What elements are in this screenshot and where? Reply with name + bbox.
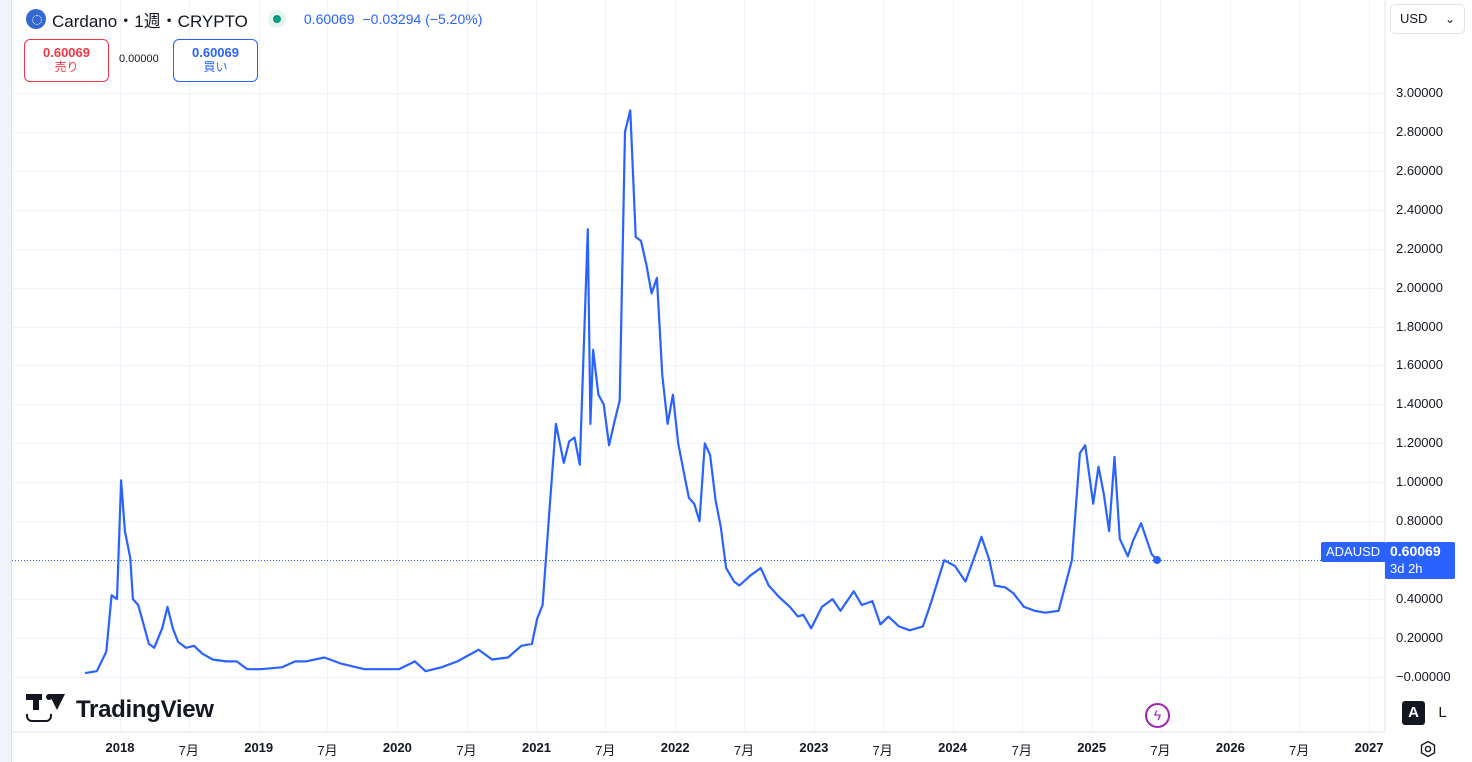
last-price-badge-value: 0.60069 [1390, 543, 1441, 559]
bar-countdown: 3d 2h [1390, 561, 1423, 576]
buy-price: 0.60069 [192, 45, 239, 60]
spread-value: 0.00000 [119, 53, 159, 65]
y-tick-label: 2.60000 [1396, 162, 1443, 178]
chevron-down-icon: ⌄ [1444, 12, 1455, 26]
last-price-badge: 0.60069 3d 2h [1385, 542, 1455, 579]
x-tick-label: 2018 [105, 740, 135, 755]
x-tick-label: 2024 [938, 740, 968, 755]
y-tick-label: 1.60000 [1396, 357, 1443, 373]
tradingview-watermark[interactable]: TradingView [26, 692, 214, 728]
x-tick-label: 2021 [522, 740, 551, 755]
x-tick-label: 7月 [1289, 743, 1310, 758]
series-line-adausd[interactable] [84, 109, 1158, 675]
x-tick-label: 2025 [1077, 740, 1107, 755]
sell-price: 0.60069 [43, 45, 90, 60]
cardano-logo-icon [26, 9, 46, 29]
y-tick-label: 1.40000 [1396, 396, 1443, 412]
currency-label: USD [1400, 11, 1428, 26]
x-tick-label: 2027 [1354, 740, 1384, 755]
symbol-title[interactable]: Cardano・1週・CRYPTO [52, 11, 248, 31]
tradingview-logo-icon [26, 692, 68, 728]
settings-icon[interactable] [1419, 740, 1437, 758]
y-tick-label: 2.40000 [1396, 201, 1443, 217]
chart-grid [12, 0, 1385, 732]
flash-icon[interactable]: ϟ [1145, 703, 1170, 728]
left-panel-edge [0, 0, 12, 762]
x-tick-label: 7月 [456, 743, 477, 758]
tradingview-wordmark: TradingView [76, 696, 214, 723]
y-tick-label: 1.00000 [1396, 474, 1443, 490]
x-tick-label: 7月 [1011, 743, 1032, 758]
x-tick-label: 7月 [733, 743, 755, 758]
x-tick-label: 7月 [317, 743, 338, 758]
y-tick-label: 0.80000 [1396, 513, 1443, 529]
header-last-price: 0.60069 [303, 11, 355, 27]
y-tick-label: 1.80000 [1396, 318, 1443, 334]
x-tick-label: 2023 [799, 740, 829, 755]
currency-select[interactable]: USD ⌄ [1390, 4, 1465, 34]
buy-button[interactable]: 0.60069 買い [173, 39, 258, 82]
y-tick-label: 0.40000 [1396, 591, 1443, 607]
sell-label: 売り [54, 60, 79, 74]
sell-button[interactable]: 0.60069 売り [24, 39, 109, 82]
symbol-header: Cardano・1週・CRYPTO 0.60069 −0.03294 (−5.2… [26, 7, 482, 31]
header-price-change: −0.03294 (−5.20%) [362, 11, 483, 27]
x-tick-label: 7月 [872, 743, 893, 758]
x-tick-label: 2026 [1215, 740, 1245, 755]
last-price-dot [1153, 556, 1162, 565]
auto-scale-button[interactable]: A [1402, 701, 1425, 725]
symbol-badge: ADAUSD [1321, 542, 1386, 562]
x-tick-label: 7月 [178, 743, 199, 758]
y-tick-label: 2.80000 [1396, 123, 1443, 139]
y-tick-label: 2.00000 [1396, 279, 1443, 295]
x-tick-label: 7月 [595, 743, 616, 758]
y-tick-label: 2.20000 [1396, 240, 1443, 256]
x-tick-label: 2022 [660, 740, 690, 755]
y-tick-label: −0.00000 [1396, 669, 1451, 684]
y-tick-label: 1.20000 [1396, 435, 1443, 451]
market-status-icon[interactable] [267, 10, 286, 28]
buy-label: 買い [203, 60, 228, 74]
log-scale-button[interactable]: L [1438, 704, 1447, 721]
y-tick-label: 3.00000 [1396, 84, 1443, 100]
x-tick-label: 2020 [382, 740, 412, 755]
x-tick-label: 2019 [244, 740, 274, 755]
y-tick-label: 0.20000 [1396, 630, 1443, 646]
x-tick-label: 7月 [1150, 743, 1171, 758]
